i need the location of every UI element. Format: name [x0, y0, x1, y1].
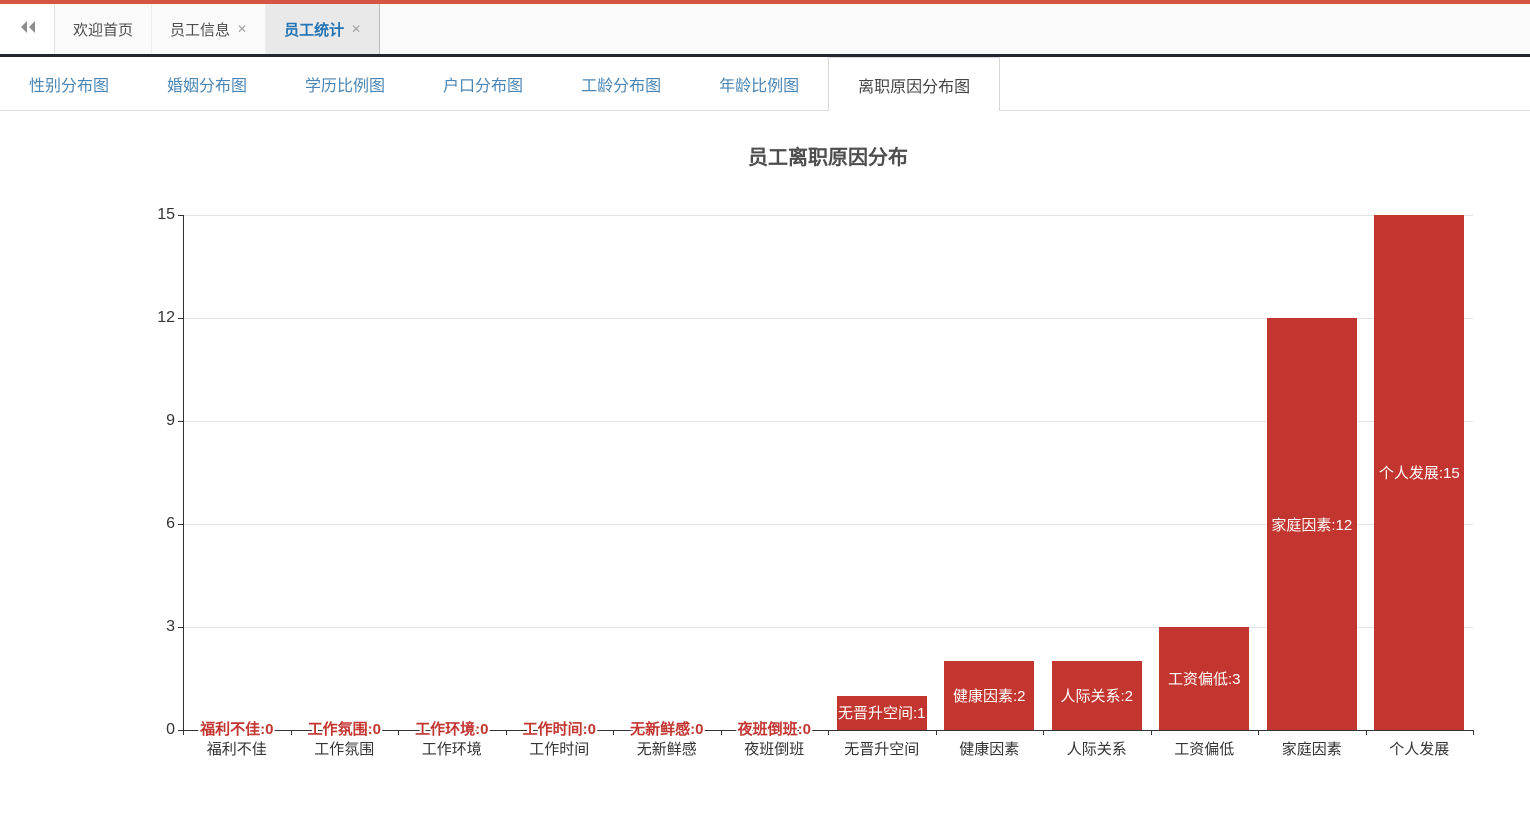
- main-tab-0[interactable]: 欢迎首页: [55, 4, 153, 54]
- sub-tab-2[interactable]: 学历比例图: [276, 57, 414, 111]
- chart-bar-6[interactable]: [836, 695, 927, 730]
- chart-bar-label-2: 工作环境:0: [415, 721, 489, 738]
- gridline-12: [183, 318, 1473, 319]
- chart-bar-7[interactable]: [944, 661, 1035, 730]
- sub-tab-label: 婚姻分布图: [167, 78, 248, 95]
- gridline-6: [183, 524, 1473, 525]
- sub-tab-3[interactable]: 户口分布图: [414, 57, 552, 111]
- gridline-9: [183, 421, 1473, 422]
- y-axis-label-6: 6: [166, 515, 175, 532]
- sub-tab-1[interactable]: 婚姻分布图: [138, 57, 276, 111]
- x-tick-11: [1365, 730, 1367, 735]
- x-tick-7: [935, 730, 937, 735]
- x-axis-label-8: 人际关系: [1066, 741, 1127, 758]
- chart-bar-10[interactable]: [1266, 318, 1357, 730]
- y-tick-6: [178, 524, 183, 525]
- sub-tab-label: 工龄分布图: [581, 78, 662, 95]
- sub-tab-label: 年龄比例图: [719, 78, 800, 95]
- y-tick-0: [178, 730, 183, 731]
- y-tick-15: [178, 215, 183, 216]
- sub-tab-5[interactable]: 年龄比例图: [690, 57, 828, 111]
- x-tick-1: [290, 730, 292, 735]
- chart-bar-label-3: 工作时间:0: [522, 721, 596, 738]
- chart-bar-label-11: 个人发展:15: [1378, 465, 1460, 482]
- chart-bar-label-1: 工作氛围:0: [307, 721, 381, 738]
- x-tick-8: [1043, 730, 1044, 735]
- y-tick-12: [178, 318, 183, 319]
- x-axis-label-9: 工资偏低: [1174, 741, 1235, 758]
- chart-bar-label-5: 夜班倒班:0: [737, 721, 811, 738]
- chart-bar-label-4: 无新鲜感:0: [630, 721, 704, 738]
- x-axis-label-2: 工作环境: [421, 741, 482, 758]
- x-tick-6: [828, 730, 829, 735]
- chart-bar-9[interactable]: [1159, 627, 1250, 730]
- y-axis-label-15: 15: [157, 206, 175, 223]
- x-axis-label-7: 健康因素: [959, 741, 1020, 758]
- x-tick-3: [505, 730, 507, 735]
- x-axis-label-6: 无晋升空间: [844, 741, 920, 758]
- x-tick-10: [1258, 730, 1259, 735]
- collapse-tabs-button[interactable]: [0, 4, 55, 54]
- y-tick-3: [178, 627, 183, 628]
- x-tick-5: [720, 730, 722, 735]
- gridline-15: [183, 215, 1473, 216]
- chart-bar-11[interactable]: [1374, 215, 1465, 730]
- x-tick-2: [398, 730, 399, 735]
- chart-bar-label-0: 福利不佳:0: [200, 721, 274, 738]
- close-icon[interactable]: ✕: [351, 22, 362, 36]
- x-axis-label-0: 福利不佳: [206, 741, 267, 758]
- sub-tab-bar: 性别分布图 婚姻分布图 学历比例图 户口分布图 工龄分布图 年龄比例图 离职原因分布图: [0, 57, 1530, 111]
- x-axis-label-10: 家庭因素: [1281, 741, 1342, 758]
- main-tab-label: 欢迎首页: [73, 21, 134, 39]
- sub-tab-4[interactable]: 工龄分布图: [552, 57, 690, 111]
- chart-bar-label-9: 工资偏低:3: [1167, 671, 1241, 688]
- main-tab-2[interactable]: 员工统计 ✕: [266, 4, 381, 54]
- sub-tab-0[interactable]: 性别分布图: [0, 57, 138, 111]
- x-tick-4: [613, 730, 614, 735]
- main-tab-1[interactable]: 员工信息 ✕: [152, 4, 267, 54]
- chart-bar-label-10: 家庭因素:12: [1271, 516, 1353, 534]
- sub-tab-label: 学历比例图: [305, 78, 386, 95]
- x-axis-label-5: 夜班倒班: [744, 741, 805, 758]
- y-axis-label-0: 0: [166, 721, 175, 738]
- sub-tab-label: 性别分布图: [29, 78, 110, 95]
- gridline-3: [183, 627, 1473, 628]
- main-tab-label: 员工信息: [170, 21, 231, 39]
- y-axis-label-9: 9: [166, 412, 175, 429]
- x-axis-label-3: 工作时间: [529, 741, 590, 758]
- x-tick-12: [1473, 730, 1474, 735]
- y-tick-9: [178, 421, 183, 422]
- chart-bar-8[interactable]: [1051, 661, 1142, 730]
- double-left-arrows-icon: [19, 20, 36, 39]
- chart-bar-label-6: 无晋升空间:1: [837, 705, 926, 723]
- x-tick-9: [1150, 730, 1152, 735]
- close-icon[interactable]: ✕: [237, 22, 248, 36]
- main-tab-list: 欢迎首页 员工信息 ✕ 员工统计 ✕: [55, 4, 381, 54]
- y-axis-label-12: 12: [157, 309, 175, 326]
- chart-bar-label-7: 健康因素:2: [952, 688, 1026, 706]
- x-tick-0: [183, 730, 184, 735]
- x-axis-label-4: 无新鲜感: [636, 741, 697, 758]
- x-axis-label-1: 工作氛围: [314, 741, 375, 758]
- y-axis-label-3: 3: [166, 618, 175, 635]
- main-tab-bar: 欢迎首页 员工信息 ✕ 员工统计 ✕: [0, 4, 1530, 57]
- y-axis-line: [183, 215, 184, 730]
- x-axis-label-11: 个人发展: [1389, 741, 1450, 758]
- chart-title: 员工离职原因分布: [748, 147, 908, 169]
- chart-bar-label-8: 人际关系:2: [1060, 688, 1133, 706]
- main-tab-label: 员工统计: [284, 21, 345, 39]
- sub-tab-label: 离职原因分布图: [858, 78, 971, 96]
- sub-tab-label: 户口分布图: [443, 78, 524, 95]
- top-accent-strip: [0, 0, 1530, 4]
- sub-tab-6[interactable]: 离职原因分布图: [828, 57, 1001, 111]
- resignation-reason-chart: 员工离职原因分布 0 3 6 9 12 15 福利不佳:0 福利不佳 工作氛围:0 工作氛围 工作环…: [0, 114, 1530, 837]
